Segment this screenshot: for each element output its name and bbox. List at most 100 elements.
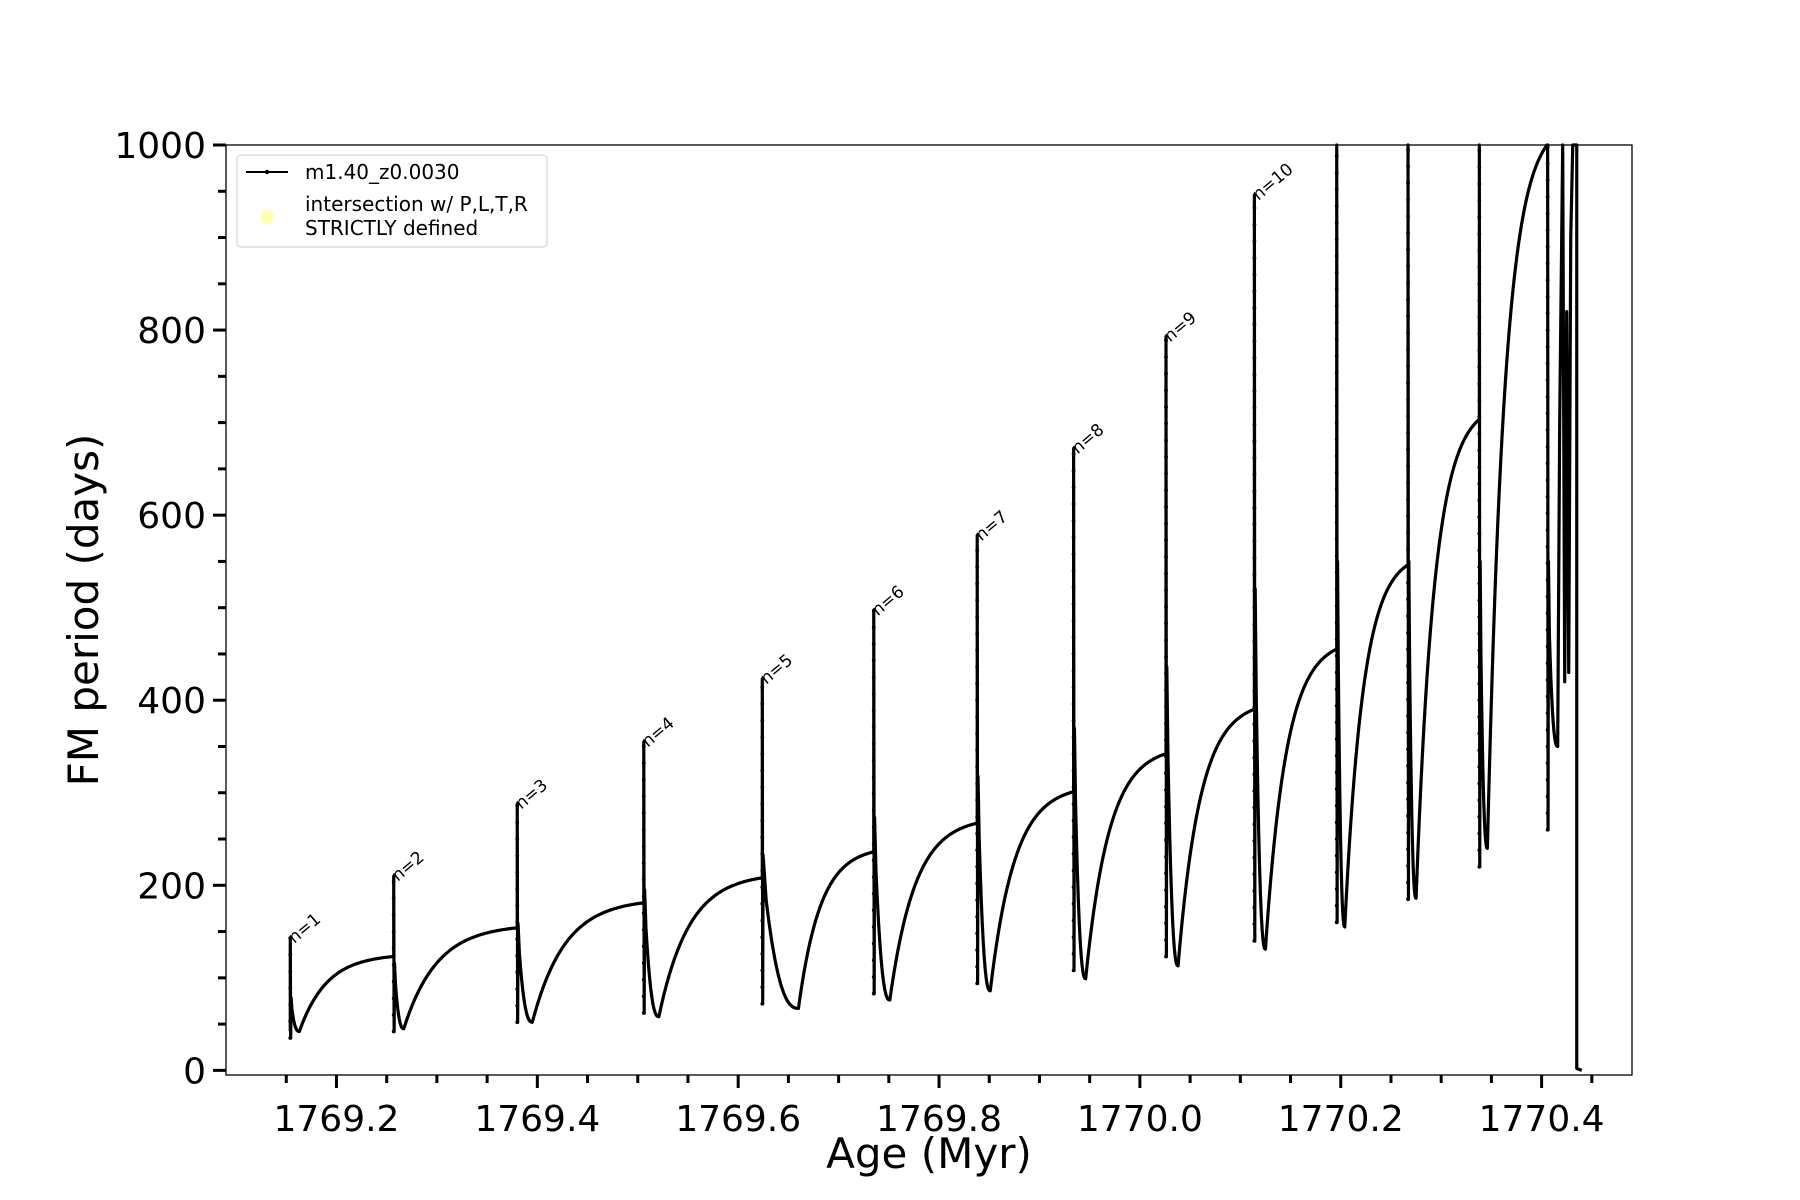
series-point [641, 744, 646, 749]
series-point [1334, 753, 1339, 758]
series-point [1334, 603, 1339, 608]
series-point [1334, 537, 1339, 542]
series-point [975, 798, 980, 803]
series-point [641, 827, 646, 832]
y-axis-title: FM period (days) [59, 434, 108, 787]
x-axis: 1769.2 1769.4 1769.6 1769.8 1770.0 1770.2 1770… [273, 1075, 1605, 1140]
series-point [1164, 754, 1168, 759]
series-point [1334, 220, 1339, 225]
series-point [1406, 630, 1410, 635]
series-point [1164, 804, 1168, 809]
series-point [1406, 297, 1410, 302]
series-point [1071, 968, 1076, 973]
series-point [1545, 178, 1550, 183]
series-point [975, 931, 980, 936]
y-tick-label: 600 [137, 496, 206, 537]
series-point [391, 962, 396, 967]
series-point [1164, 454, 1168, 459]
series-point [1545, 794, 1550, 799]
series-point [1477, 581, 1482, 586]
y-tick-label: 200 [137, 866, 206, 907]
series-point [1545, 561, 1550, 566]
series-point [760, 685, 765, 690]
series-point [1164, 421, 1168, 426]
series-point [1334, 187, 1339, 192]
series-point [1252, 938, 1257, 943]
series-point [1334, 337, 1339, 342]
series-point [1545, 627, 1550, 632]
series-point [1252, 455, 1257, 460]
series-point [1252, 739, 1257, 743]
series-point [871, 775, 876, 779]
series-point [1545, 761, 1550, 766]
series-point [975, 681, 980, 686]
series-point [1334, 204, 1339, 208]
series-point [1477, 731, 1482, 736]
legend: m1.40_z0.0030 intersection w/ P,L,T,R ST… [236, 154, 548, 248]
series-point [1477, 365, 1482, 369]
series-point [871, 858, 876, 863]
series-point [975, 598, 980, 603]
series-point [1334, 820, 1339, 825]
series-point [1477, 498, 1482, 503]
series-point [1334, 837, 1339, 841]
series-point [1164, 438, 1168, 443]
series-point [1477, 148, 1482, 153]
series-point [1334, 553, 1339, 558]
series-point [1252, 522, 1257, 527]
series-point [641, 877, 646, 882]
series-point [1406, 680, 1410, 685]
y-tick-label: 0 [183, 1051, 206, 1092]
series-layer [288, 143, 1583, 1072]
series-point [515, 837, 520, 841]
series-point [1334, 170, 1339, 175]
series-point [1164, 588, 1168, 593]
series-point [975, 698, 980, 703]
series-point [1406, 247, 1410, 252]
series-point [1334, 570, 1339, 575]
series-point [1334, 304, 1339, 308]
series-point [1071, 652, 1076, 656]
series-point [975, 831, 980, 836]
series-point [1545, 378, 1550, 382]
series-point [1164, 471, 1168, 476]
series-point [1164, 921, 1168, 926]
series-point [1406, 530, 1410, 535]
x-tick-label: 1769.4 [474, 1099, 600, 1140]
series-point [641, 944, 646, 949]
series-point [1252, 639, 1257, 643]
series-point [1071, 868, 1076, 873]
series-point [1164, 371, 1168, 376]
series-point [975, 914, 980, 919]
series-point [288, 1002, 293, 1007]
series-point [871, 641, 876, 646]
series-point [975, 714, 980, 719]
series-point [1406, 647, 1410, 652]
y-axis: 0 200 400 600 800 1000 [114, 126, 226, 1092]
series-point [1252, 572, 1257, 577]
series-point [760, 885, 765, 890]
series-point [760, 768, 765, 773]
series-point [1252, 255, 1257, 260]
x-tick-label: 1769.6 [675, 1099, 801, 1140]
series-point [1406, 197, 1410, 202]
series-point [871, 658, 876, 663]
series-point [871, 741, 876, 746]
x-tick-label: 1769.8 [876, 1099, 1002, 1140]
series-point [1545, 727, 1550, 732]
series-point [1406, 214, 1410, 219]
series-point [1252, 305, 1257, 310]
series-point [760, 751, 765, 756]
series-point [1545, 211, 1550, 216]
series-point [515, 820, 520, 825]
series-point [1252, 838, 1257, 843]
series-point [391, 879, 396, 884]
series-point [1477, 814, 1482, 819]
series-point [1477, 748, 1482, 753]
series-point [1252, 322, 1257, 327]
series-point [1071, 685, 1076, 690]
series-point [288, 969, 293, 974]
series-point [871, 758, 876, 763]
series-point [1252, 389, 1257, 394]
series-point [871, 925, 876, 929]
